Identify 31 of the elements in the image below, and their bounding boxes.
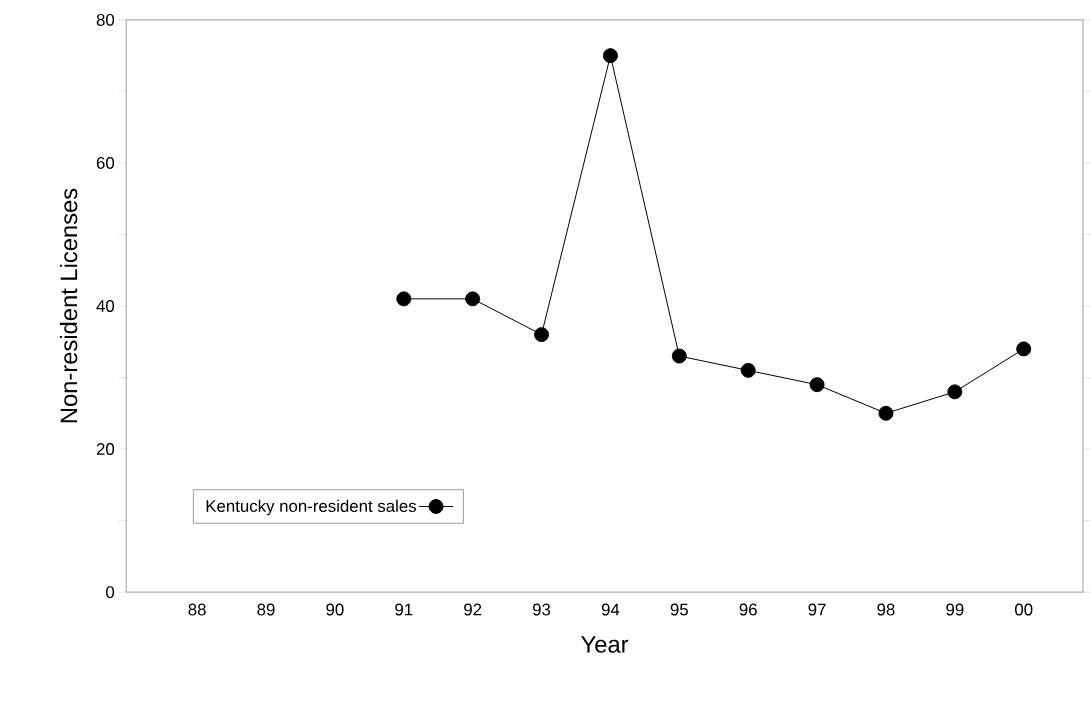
x-tick-label: 93 <box>532 603 551 616</box>
point <box>602 48 618 63</box>
point <box>396 291 412 307</box>
x-tick-label: 91 <box>395 603 413 616</box>
x-tick-label: 92 <box>464 603 482 616</box>
legend-label: Kentucky non-resident sales <box>206 499 417 516</box>
y-tick-label: 60 <box>96 156 115 169</box>
x-tick-label: 97 <box>808 603 826 616</box>
x-tick-label: 90 <box>326 603 344 616</box>
x-tick-label: 94 <box>601 603 620 616</box>
y-tick-label: 40 <box>96 299 115 312</box>
x-tick-label: 95 <box>670 603 688 616</box>
y-tick-label: 0 <box>106 586 115 598</box>
point <box>671 348 687 364</box>
x-tick-label: 96 <box>739 603 757 616</box>
y-axis-title: Non-resident Licenses <box>59 188 78 423</box>
x-tick-label: 88 <box>188 603 206 616</box>
x-axis-title: Year <box>581 636 629 653</box>
x-tick-label: 99 <box>946 603 964 616</box>
x-tick-label: 89 <box>257 603 275 616</box>
point <box>740 362 756 378</box>
y-tick-label: 20 <box>96 442 115 455</box>
point <box>878 405 894 421</box>
point <box>947 384 963 400</box>
point <box>809 377 825 392</box>
point <box>1016 341 1032 357</box>
x-tick-label: 00 <box>1015 603 1033 616</box>
point <box>465 291 481 307</box>
x-tick-label: 98 <box>877 603 895 616</box>
point <box>534 327 549 342</box>
y-tick-label: 80 <box>96 13 115 26</box>
